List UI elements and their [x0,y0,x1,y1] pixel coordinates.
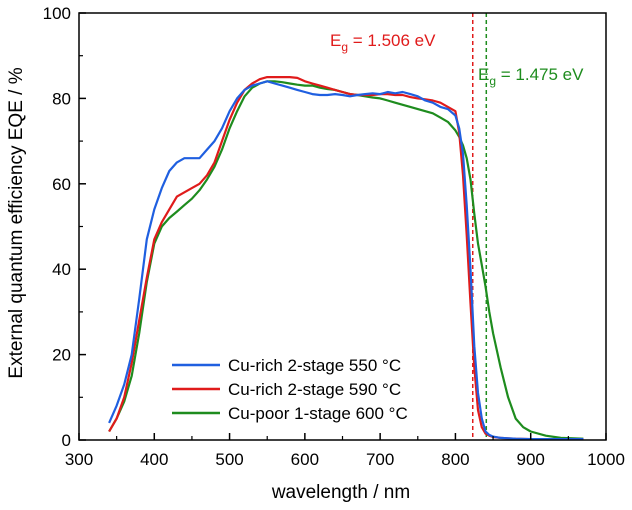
x-tick-label: 900 [517,450,545,469]
annotation-red-prefix: E [330,31,341,50]
x-tick-label: 1000 [587,450,625,469]
annotation-red-sub: g [341,40,348,54]
y-tick-label: 100 [43,4,71,23]
x-tick-label: 300 [65,450,93,469]
x-tick-label: 500 [215,450,243,469]
annotation-red-value: = 1.506 eV [348,31,436,50]
x-tick-label: 700 [366,450,394,469]
bandgap-annotation-red: Eg = 1.506 eV [330,31,436,54]
legend: Cu-rich 2-stage 550 °C Cu-rich 2-stage 5… [172,356,408,423]
x-tick-label: 400 [140,450,168,469]
bandgap-annotation-green: Eg = 1.475 eV [478,65,584,88]
x-tick-label: 800 [441,450,469,469]
series-line-0 [108,80,584,441]
y-tick-label: 20 [52,346,71,365]
y-tick-label: 0 [62,431,71,450]
legend-label-1: Cu-rich 2-stage 590 °C [228,380,401,399]
annotation-green-sub: g [489,74,496,88]
series-line-1 [108,75,584,441]
y-tick-label: 40 [52,260,71,279]
y-tick-label: 60 [52,175,71,194]
y-axis-title: External quantum efficiency EQE / % [6,67,27,378]
annotation-green-value: = 1.475 eV [496,65,584,84]
x-tick-label: 600 [291,450,319,469]
y-tick-label: 80 [52,89,71,108]
legend-label-0: Cu-rich 2-stage 550 °C [228,356,401,375]
x-axis-title: wavelength / nm [271,482,410,503]
axis-ticks: 300 400 500 600 700 800 900 1000 0 20 40 60 80 100 [43,4,625,469]
plot-marks [108,13,584,441]
legend-label-2: Cu-poor 1-stage 600 °C [228,404,408,423]
annotation-green-prefix: E [478,65,489,84]
